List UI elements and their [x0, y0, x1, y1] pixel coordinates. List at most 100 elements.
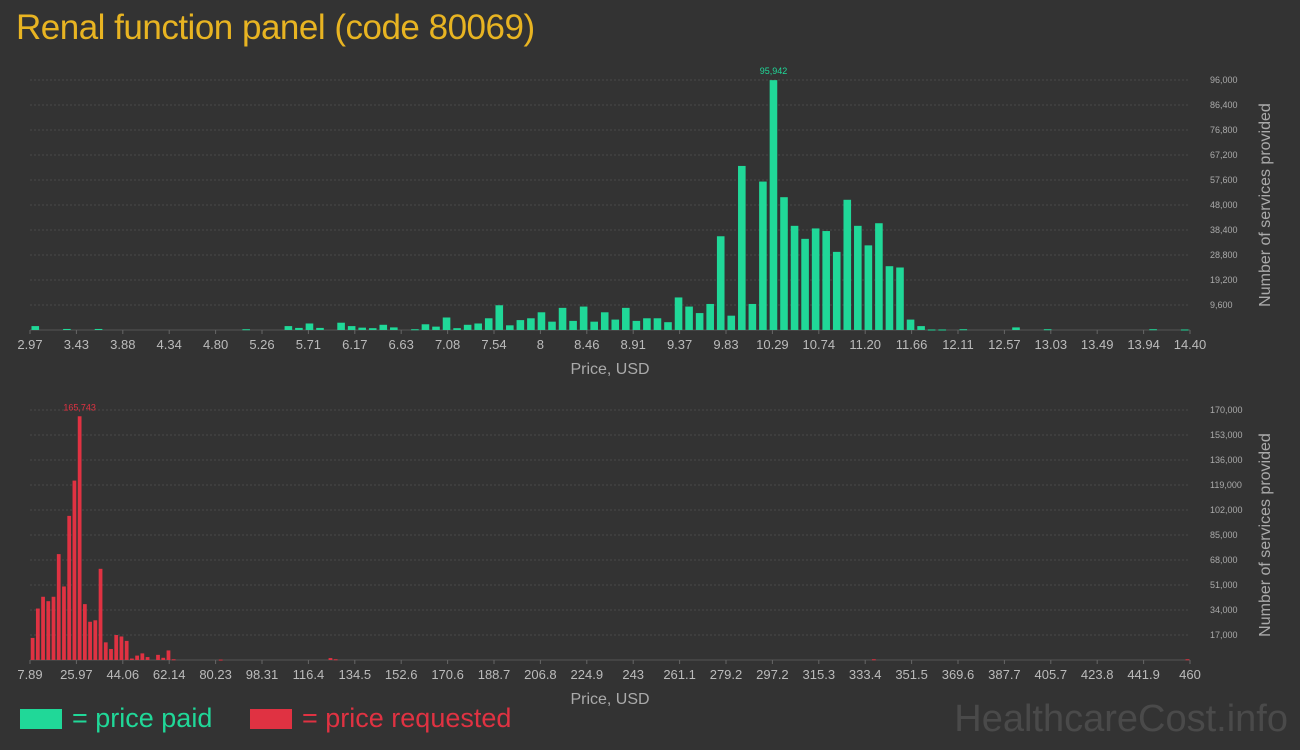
bar — [56, 554, 61, 660]
bar — [896, 267, 904, 330]
x-tick-label: 11.66 — [896, 337, 928, 352]
x-tick-label: 13.03 — [1035, 337, 1068, 352]
legend-label-requested: = price requested — [302, 703, 512, 733]
bar — [328, 658, 333, 660]
y-tick-label: 19,200 — [1210, 275, 1238, 285]
bar — [537, 312, 546, 330]
y-tick-label: 136,000 — [1210, 455, 1243, 465]
bar — [558, 307, 567, 330]
y-tick-label: 38,400 — [1210, 225, 1238, 235]
y-tick-label: 86,400 — [1210, 100, 1238, 110]
x-tick-label: 261.1 — [663, 667, 696, 682]
x-tick-label: 369.6 — [942, 667, 975, 682]
bar — [484, 318, 493, 330]
bar — [411, 329, 419, 331]
bar — [94, 328, 103, 330]
bar — [432, 326, 440, 330]
bar — [77, 416, 82, 660]
x-tick-label: 80.23 — [199, 667, 232, 682]
x-tick-label: 6.63 — [389, 337, 414, 352]
bar — [145, 657, 150, 660]
peak-value-label: 165,743 — [63, 402, 96, 412]
bar — [72, 480, 77, 660]
x-tick-label: 12.57 — [988, 337, 1021, 352]
bar — [171, 659, 176, 661]
bar — [927, 329, 936, 331]
bar — [822, 231, 830, 330]
x-tick-label: 25.97 — [60, 667, 93, 682]
bar — [1180, 329, 1189, 331]
x-tick-label: 9.37 — [667, 337, 692, 352]
bar — [1043, 329, 1052, 331]
bar — [41, 596, 45, 660]
legend-price-requested: = price requested — [250, 703, 511, 734]
x-tick-label: 460 — [1179, 667, 1201, 682]
price-requested-chart: 17,000 34,000 51,000 68,000 85,000 102,000 119… — [17, 402, 1274, 708]
bar — [93, 620, 98, 660]
x-tick-label: 4.34 — [157, 337, 182, 352]
x-tick-label: 297.2 — [756, 667, 789, 682]
x-axis-title: Price, USD — [570, 361, 649, 378]
legend-label-paid: = price paid — [72, 703, 213, 733]
bar — [98, 568, 103, 660]
x-tick-label: 5.71 — [296, 337, 321, 352]
bar — [611, 319, 620, 330]
y-tick-label: 67,200 — [1210, 150, 1238, 160]
x-tick-label: 14.40 — [1174, 337, 1207, 352]
bar — [347, 326, 356, 330]
bar — [67, 515, 72, 660]
x-tick-label: 8.46 — [574, 337, 599, 352]
y-tick-label: 85,000 — [1210, 530, 1238, 540]
bar — [527, 318, 535, 330]
x-tick-label: 333.4 — [849, 667, 882, 682]
bar — [906, 319, 915, 330]
bar — [63, 328, 71, 330]
bar — [738, 165, 746, 330]
x-tick-label: 12.11 — [942, 337, 974, 352]
bar — [295, 327, 303, 330]
bar — [337, 322, 345, 330]
x-tick-label: 62.14 — [153, 667, 186, 682]
bar — [51, 596, 56, 660]
bar — [664, 322, 672, 330]
x-tick-label: 2.97 — [17, 337, 42, 352]
x-tick-label: 7.54 — [481, 337, 506, 352]
price-paid-chart: 9,600 19,200 28,800 38,400 48,000 57,600 67,20… — [17, 66, 1274, 378]
bar — [495, 305, 504, 330]
bar — [463, 324, 472, 330]
bar — [579, 306, 588, 330]
y-tick-label: 57,600 — [1210, 175, 1238, 185]
bar — [35, 608, 40, 660]
bar — [358, 327, 366, 330]
legend-price-paid: = price paid — [20, 703, 212, 734]
bar — [871, 659, 876, 661]
bar — [119, 636, 124, 660]
page-title: Renal function panel (code 80069) — [16, 8, 535, 47]
bar — [421, 324, 430, 330]
y-tick-label: 9,600 — [1210, 300, 1233, 310]
x-tick-label: 8.91 — [621, 337, 646, 352]
x-tick-label: 98.31 — [246, 667, 279, 682]
x-tick-label: 10.74 — [803, 337, 836, 352]
x-tick-label: 13.94 — [1127, 337, 1160, 352]
y-tick-label: 76,800 — [1210, 125, 1238, 135]
bar — [242, 329, 250, 331]
bar — [622, 307, 630, 330]
bar — [917, 326, 925, 330]
bar — [748, 303, 757, 330]
bar — [1012, 327, 1020, 330]
bar — [46, 601, 51, 660]
bar — [161, 657, 166, 660]
x-tick-label: 152.6 — [385, 667, 418, 682]
y-tick-label: 34,000 — [1210, 605, 1238, 615]
x-tick-label: 116.4 — [293, 667, 325, 682]
bar — [674, 297, 683, 330]
bar — [938, 329, 946, 331]
bar — [316, 327, 324, 330]
x-tick-label: 441.9 — [1127, 667, 1160, 682]
x-tick-label: 44.06 — [107, 667, 140, 682]
y-tick-label: 119,000 — [1210, 480, 1242, 490]
bar — [875, 223, 883, 330]
x-tick-label: 3.88 — [110, 337, 135, 352]
bar — [811, 228, 820, 330]
